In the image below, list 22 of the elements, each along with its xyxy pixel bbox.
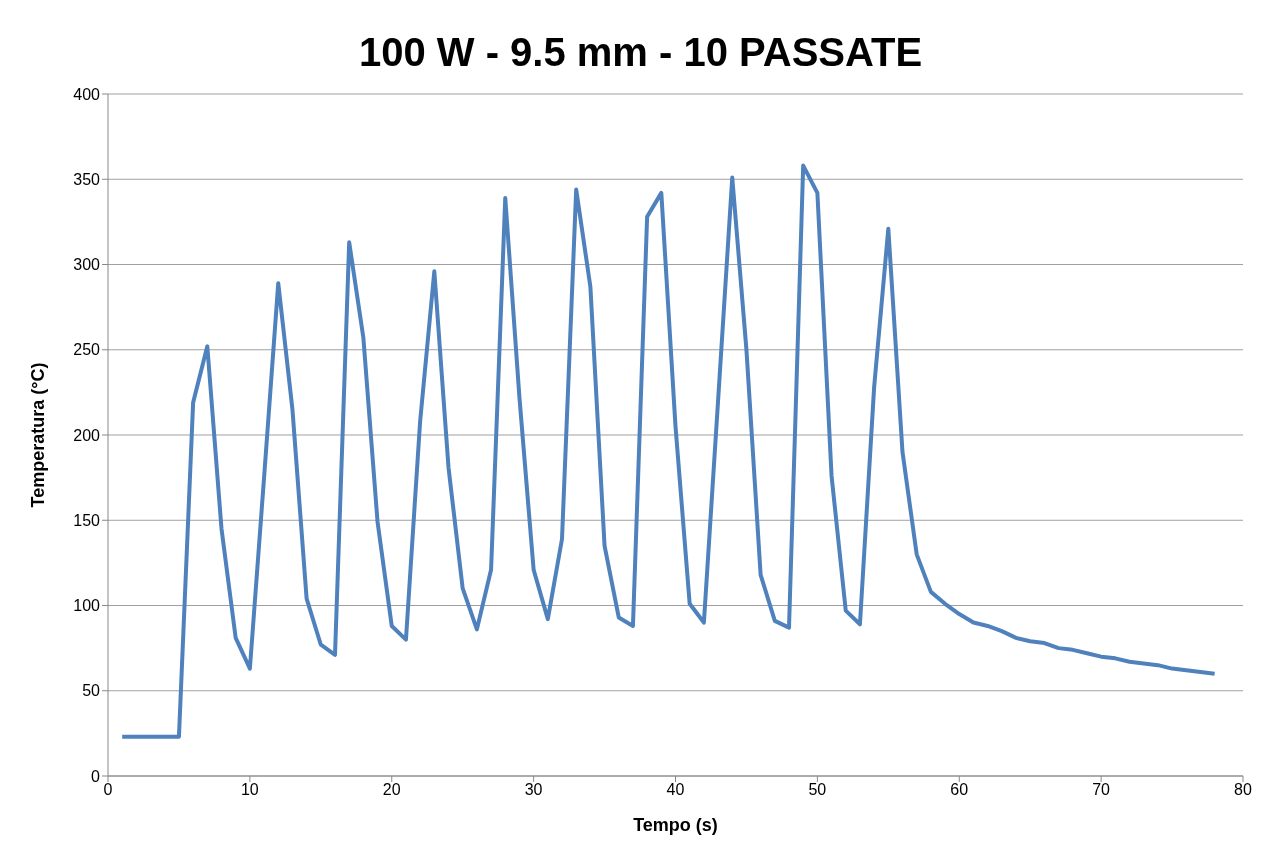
y-tick-label: 0: [91, 767, 101, 785]
x-axis-title: Tempo (s): [633, 815, 718, 835]
x-tick-label: 80: [1234, 781, 1252, 799]
chart-title: 100 W - 9.5 mm - 10 PASSATE: [357, 29, 924, 76]
x-tick-label: 40: [666, 781, 685, 799]
y-tick-label: 350: [73, 170, 101, 188]
y-tick-label: 400: [73, 85, 101, 103]
y-tick-label: 200: [73, 426, 101, 444]
x-tick-label: 50: [808, 781, 827, 799]
x-tick-label: 20: [382, 781, 401, 799]
line-series: [120, 163, 1217, 739]
x-tick-label: 70: [1092, 781, 1111, 799]
y-tick-label: 300: [73, 256, 101, 274]
y-tick-label: 100: [73, 597, 101, 615]
x-tick-label: 0: [103, 781, 113, 799]
y-tick-label: 150: [73, 511, 101, 529]
x-tick-label: 60: [950, 781, 969, 799]
x-tick-label: 30: [524, 781, 543, 799]
y-axis-title: Temperatura (°C): [28, 362, 49, 508]
y-tick-label: 250: [73, 341, 101, 359]
y-tick-label: 50: [82, 682, 101, 700]
x-tick-label: 10: [240, 781, 259, 799]
